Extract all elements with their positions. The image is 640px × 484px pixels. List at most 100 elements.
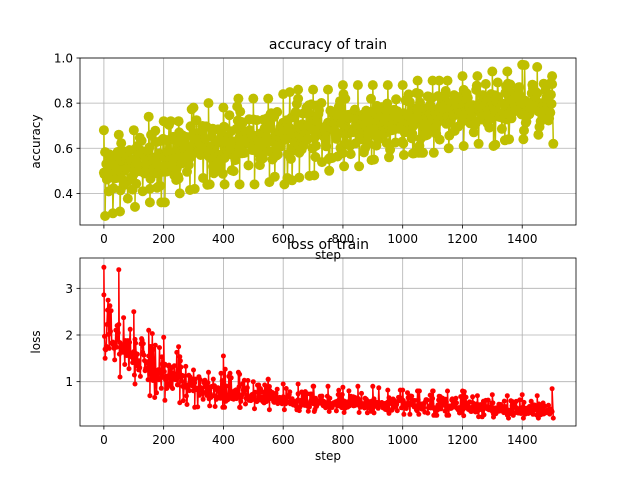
loss-data-point [133,340,139,346]
accuracy-x-tick-label: 1000 [387,232,418,246]
accuracy-data-point [144,197,155,208]
accuracy-data-point [272,107,283,117]
accuracy-data-point [403,89,414,100]
loss-data-point [130,356,136,362]
accuracy-data-point [309,170,320,181]
loss-data-point [243,401,248,407]
loss-data-point [445,388,450,394]
loss-data-point [295,381,301,387]
accuracy-data-point [434,134,445,145]
loss-data-point [443,399,449,405]
loss-data-point [504,393,510,399]
loss-data-point [250,379,256,385]
accuracy-data-point [382,80,393,91]
loss-data-point [308,391,314,397]
loss-data-point [326,409,332,414]
loss-data-point [216,389,222,395]
loss-data-point [191,367,196,373]
loss-data-point [528,398,534,404]
loss-axes-ticks: 0 200 400 600 800 1000 1200 1400 1 2 3 [65,282,537,447]
loss-data-point [409,393,415,399]
accuracy-data-point [340,93,351,104]
loss-data-point [199,386,205,392]
accuracy-data-point [143,111,154,122]
accuracy-data-point [269,171,280,182]
loss-y-tick-label: 2 [65,329,73,343]
loss-data-point [195,404,201,410]
accuracy-data-point [285,153,296,164]
accuracy-data-point [504,134,515,145]
loss-data-point [223,383,229,389]
loss-data-point [108,328,113,334]
loss-data-point [438,406,444,412]
loss-data-point [227,370,233,376]
accuracy-panel: 0 200 400 600 800 1000 1200 1400 0.4 0.6 0.8 1.0 ac… [29,37,577,262]
loss-data-point [370,383,376,389]
accuracy-data-point [257,153,268,164]
accuracy-data-point [391,94,402,105]
loss-data-point [158,385,164,391]
accuracy-x-tick-label: 200 [152,232,175,246]
accuracy-data-point [188,102,199,113]
loss-data-point [356,410,362,415]
loss-data-point [359,390,364,396]
loss-data-point [175,382,181,388]
accuracy-data-point [490,139,501,150]
accuracy-data-point [173,173,184,184]
accuracy-data-point [502,66,513,77]
loss-data-point [106,345,112,351]
accuracy-data-point [532,62,543,72]
accuracy-data-point [272,149,283,160]
loss-data-point [173,377,179,383]
accuracy-data-point [218,102,229,113]
loss-data-point [266,407,272,413]
loss-data-point [425,410,431,416]
loss-data-point [509,408,514,414]
loss-data-point [101,292,107,298]
accuracy-data-point [462,92,473,103]
loss-data-point [550,415,556,421]
loss-data-point [179,378,185,384]
loss-data-point [131,372,137,378]
loss-data-point [237,371,243,377]
loss-data-point [401,411,407,417]
loss-data-point [283,386,289,391]
loss-data-point [385,387,391,393]
accuracy-data-point [219,179,230,190]
loss-data-point [178,364,184,370]
loss-data-point [177,358,183,364]
loss-data-point [137,365,143,371]
loss-data-point [152,342,158,348]
accuracy-data-point [122,193,133,204]
loss-data-point [416,411,422,417]
loss-data-point [446,412,452,418]
loss-data-point [180,398,186,404]
accuracy-data-point [398,150,409,160]
accuracy-data-point [519,60,530,71]
accuracy-data-point [316,98,327,108]
loss-series [101,264,556,421]
accuracy-data-point [239,148,250,158]
loss-data-point [339,392,345,398]
accuracy-data-point [519,125,529,136]
loss-data-point [222,366,228,372]
accuracy-data-point [443,143,454,154]
loss-data-point [152,395,158,400]
loss-data-point [519,392,525,398]
accuracy-data-point [235,106,246,117]
loss-data-point [281,407,287,413]
loss-data-point [210,376,216,382]
loss-data-point [132,381,138,387]
loss-data-point [461,413,467,419]
loss-data-point [220,353,226,359]
accuracy-data-point [284,87,295,98]
loss-data-point [212,404,218,409]
loss-data-point [218,370,224,376]
loss-data-point [266,384,272,389]
accuracy-data-point [547,79,558,90]
accuracy-data-point [413,88,424,99]
loss-data-point [311,383,317,389]
loss-data-point [274,386,280,392]
loss-data-point [265,376,271,382]
loss-data-point [200,396,206,402]
